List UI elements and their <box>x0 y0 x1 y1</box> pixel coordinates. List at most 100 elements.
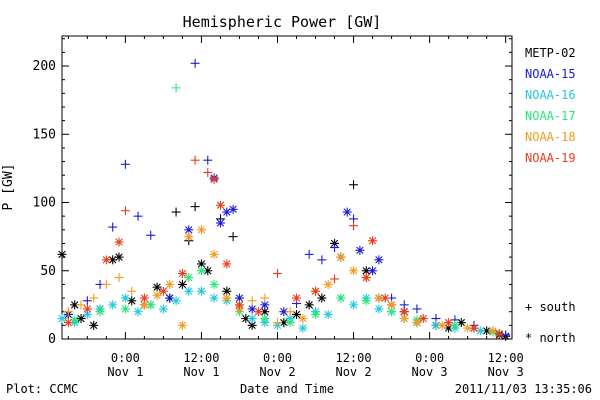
marker-stroke <box>121 294 130 302</box>
marker-stroke <box>229 205 237 214</box>
x-tick-label-date: Nov 1 <box>183 365 219 379</box>
point-noaa-15 <box>412 304 422 314</box>
point-noaa-18 <box>209 249 219 259</box>
point-noaa-18 <box>222 293 232 303</box>
marker-stroke <box>387 301 396 309</box>
symbol-legend: + south * north <box>525 300 576 345</box>
point-noaa-18 <box>196 225 206 235</box>
x-axis-label: Date and Time <box>240 382 334 396</box>
point-noaa-15 <box>184 225 194 235</box>
point-noaa-17 <box>120 304 130 314</box>
marker-stroke <box>381 294 389 302</box>
point-noaa-18 <box>177 320 187 330</box>
point-noaa-18 <box>323 279 333 289</box>
marker-stroke <box>299 324 307 332</box>
point-noaa-18 <box>412 318 422 328</box>
marker-stroke <box>419 314 427 323</box>
marker-stroke <box>58 314 66 323</box>
marker-stroke <box>90 321 98 330</box>
point-noaa-19 <box>209 174 219 184</box>
marker-stroke <box>159 287 168 295</box>
point-metp-02 <box>317 293 327 303</box>
marker-stroke <box>159 305 168 313</box>
plot-frame <box>61 35 513 340</box>
legend-entry-noaa-18: NOAA-18 <box>525 130 576 144</box>
marker-stroke <box>216 219 225 227</box>
x-tick-label-date: Nov 3 <box>488 365 524 379</box>
point-noaa-19 <box>158 286 168 296</box>
marker-stroke <box>77 314 85 323</box>
marker-stroke <box>235 294 244 302</box>
marker-stroke <box>172 297 180 305</box>
marker-stroke <box>185 287 193 295</box>
footer-timestamp: 2011/11/03 13:35:06 <box>455 382 592 396</box>
point-noaa-17 <box>209 279 219 289</box>
point-noaa-18 <box>184 232 194 242</box>
point-metp-02 <box>171 207 181 217</box>
marker-stroke <box>248 321 256 330</box>
point-noaa-19 <box>494 329 504 339</box>
marker-stroke <box>96 308 104 316</box>
point-noaa-19 <box>234 300 244 310</box>
point-noaa-19 <box>190 155 200 165</box>
marker-stroke <box>64 318 73 327</box>
point-noaa-18 <box>76 300 86 310</box>
point-noaa-19 <box>368 236 378 246</box>
point-metp-02 <box>89 320 99 330</box>
point-noaa-17 <box>260 314 270 324</box>
marker-stroke <box>109 301 117 309</box>
point-noaa-19 <box>330 274 340 284</box>
point-noaa-17 <box>285 318 295 328</box>
marker-stroke <box>223 287 231 295</box>
point-metp-02 <box>190 202 200 212</box>
point-noaa-16 <box>108 300 118 310</box>
point-noaa-16 <box>298 323 308 333</box>
marker-stroke <box>349 267 358 275</box>
marker-stroke <box>134 308 142 316</box>
marker-stroke <box>482 327 491 335</box>
point-noaa-15 <box>355 245 365 255</box>
marker-stroke <box>254 308 263 316</box>
marker-stroke <box>166 294 174 302</box>
point-noaa-19 <box>139 293 149 303</box>
point-noaa-15 <box>146 230 156 240</box>
legend-entry-noaa-15: NOAA-15 <box>525 67 576 81</box>
marker-stroke <box>368 267 377 275</box>
x-tick-label-time: 0:00 <box>263 351 292 365</box>
chart-title: Hemispheric Power [GW] <box>183 13 382 31</box>
marker-stroke <box>178 280 187 289</box>
marker-stroke <box>375 305 383 313</box>
marker-stroke <box>362 273 370 282</box>
marker-stroke <box>248 314 256 323</box>
point-noaa-19 <box>120 206 130 216</box>
marker-stroke <box>400 314 408 323</box>
point-noaa-15 <box>501 330 511 340</box>
point-noaa-19 <box>63 318 73 328</box>
point-noaa-19 <box>469 323 479 333</box>
data-points <box>57 58 511 341</box>
y-tick-label: 50 <box>40 264 56 279</box>
point-noaa-19 <box>203 167 213 177</box>
legend-entry-metp-02: METP-02 <box>525 46 576 60</box>
marker-stroke <box>356 246 364 254</box>
x-tick-label-date: Nov 1 <box>107 365 143 379</box>
point-metp-02 <box>57 249 67 259</box>
marker-stroke <box>476 327 484 335</box>
marker-stroke <box>343 208 351 216</box>
marker-stroke <box>121 305 130 313</box>
marker-stroke <box>147 301 155 309</box>
point-metp-02 <box>228 232 238 242</box>
marker-stroke <box>495 329 504 338</box>
point-noaa-15 <box>279 307 289 317</box>
legend-entry-noaa-17: NOAA-17 <box>525 109 576 123</box>
marker-stroke <box>324 280 332 289</box>
marker-stroke <box>400 308 408 316</box>
marker-stroke <box>153 283 161 291</box>
point-noaa-18 <box>63 307 73 317</box>
marker-stroke <box>223 294 231 302</box>
point-noaa-19 <box>101 255 111 265</box>
point-noaa-18 <box>349 266 359 276</box>
marker-stroke <box>375 294 383 302</box>
point-noaa-16 <box>323 309 333 319</box>
